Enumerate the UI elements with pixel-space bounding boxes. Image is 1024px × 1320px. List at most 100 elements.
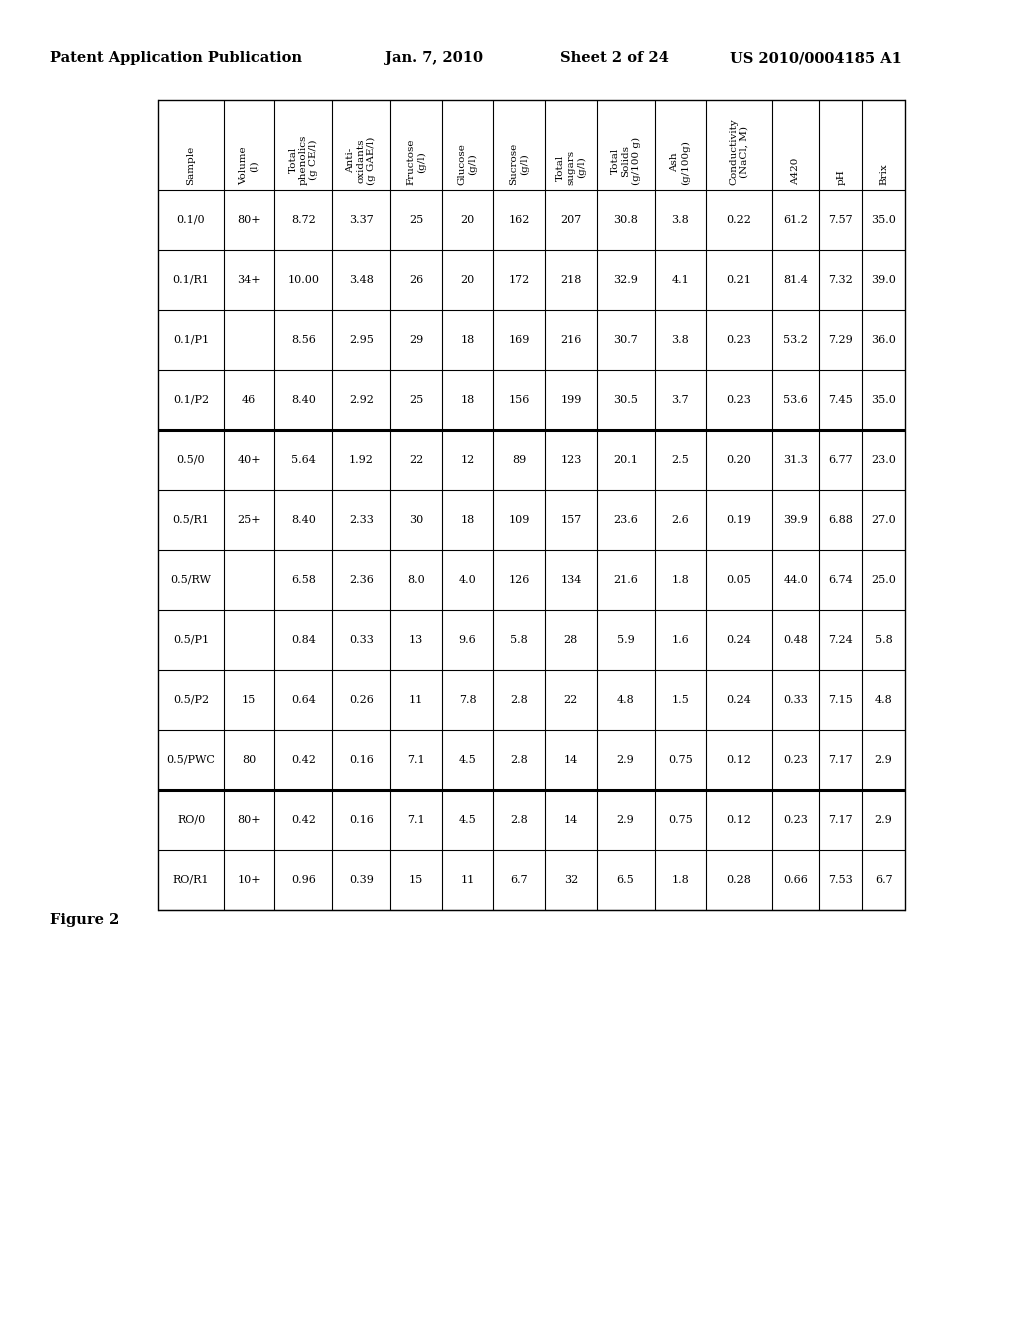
- Text: 7.24: 7.24: [828, 635, 853, 645]
- Text: 134: 134: [560, 576, 582, 585]
- Text: 89: 89: [512, 455, 526, 465]
- Text: 25+: 25+: [238, 515, 261, 525]
- Text: 5.64: 5.64: [291, 455, 315, 465]
- Text: 2.9: 2.9: [616, 814, 635, 825]
- Text: 20: 20: [461, 215, 475, 224]
- Text: 0.42: 0.42: [291, 814, 315, 825]
- Text: 199: 199: [560, 395, 582, 405]
- Text: 39.0: 39.0: [871, 275, 896, 285]
- Text: 53.2: 53.2: [783, 335, 808, 345]
- Text: 7.1: 7.1: [408, 755, 425, 766]
- Text: 3.37: 3.37: [349, 215, 374, 224]
- Text: 46: 46: [242, 395, 256, 405]
- Text: 15: 15: [409, 875, 423, 884]
- Text: 169: 169: [509, 335, 529, 345]
- Text: 0.12: 0.12: [727, 814, 752, 825]
- Text: 7.32: 7.32: [828, 275, 853, 285]
- Text: 2.36: 2.36: [349, 576, 374, 585]
- Text: 80: 80: [242, 755, 256, 766]
- Text: 5.8: 5.8: [874, 635, 893, 645]
- Text: 32: 32: [563, 875, 578, 884]
- Text: Total
Solids
(g/100 g): Total Solids (g/100 g): [610, 137, 641, 185]
- Text: 2.8: 2.8: [510, 814, 528, 825]
- Text: 7.53: 7.53: [828, 875, 853, 884]
- Text: 6.58: 6.58: [291, 576, 315, 585]
- Text: 7.57: 7.57: [828, 215, 853, 224]
- Text: 81.4: 81.4: [783, 275, 808, 285]
- Text: 25: 25: [409, 215, 423, 224]
- Text: 0.23: 0.23: [727, 335, 752, 345]
- Text: 5.8: 5.8: [510, 635, 528, 645]
- Text: 0.33: 0.33: [349, 635, 374, 645]
- Text: 0.5/PWC: 0.5/PWC: [167, 755, 215, 766]
- Text: 7.17: 7.17: [828, 755, 853, 766]
- Text: 31.3: 31.3: [783, 455, 808, 465]
- Text: 0.24: 0.24: [727, 635, 752, 645]
- Text: 34+: 34+: [238, 275, 261, 285]
- Text: 7.45: 7.45: [828, 395, 853, 405]
- Text: 157: 157: [560, 515, 582, 525]
- Text: 3.48: 3.48: [349, 275, 374, 285]
- Text: 4.8: 4.8: [616, 696, 635, 705]
- Text: 23.0: 23.0: [871, 455, 896, 465]
- Text: 30.5: 30.5: [613, 395, 638, 405]
- Text: 2.8: 2.8: [510, 696, 528, 705]
- Text: Brix: Brix: [879, 164, 888, 185]
- Text: 0.1/0: 0.1/0: [177, 215, 206, 224]
- Text: 0.22: 0.22: [727, 215, 752, 224]
- Text: 21.6: 21.6: [613, 576, 638, 585]
- Text: 109: 109: [509, 515, 529, 525]
- Text: 6.74: 6.74: [828, 576, 853, 585]
- Text: 53.6: 53.6: [783, 395, 808, 405]
- Text: 0.19: 0.19: [727, 515, 752, 525]
- Text: 1.8: 1.8: [672, 576, 689, 585]
- Text: 6.88: 6.88: [828, 515, 853, 525]
- Text: Patent Application Publication: Patent Application Publication: [50, 51, 302, 65]
- Text: 27.0: 27.0: [871, 515, 896, 525]
- Text: 6.7: 6.7: [510, 875, 528, 884]
- Text: 216: 216: [560, 335, 582, 345]
- Text: 6.5: 6.5: [616, 875, 635, 884]
- Text: 0.23: 0.23: [783, 814, 808, 825]
- Text: 9.6: 9.6: [459, 635, 476, 645]
- Text: Total
phenolics
(g CE/l): Total phenolics (g CE/l): [289, 135, 318, 185]
- Text: RO/0: RO/0: [177, 814, 205, 825]
- Text: Volume
(l): Volume (l): [240, 147, 259, 185]
- Text: 0.26: 0.26: [349, 696, 374, 705]
- Text: 0.23: 0.23: [783, 755, 808, 766]
- Text: 25.0: 25.0: [871, 576, 896, 585]
- Text: 0.1/P2: 0.1/P2: [173, 395, 209, 405]
- Text: 4.5: 4.5: [459, 755, 476, 766]
- Text: 0.5/0: 0.5/0: [177, 455, 206, 465]
- Text: 0.12: 0.12: [727, 755, 752, 766]
- Text: 80+: 80+: [238, 814, 261, 825]
- Text: 14: 14: [563, 755, 578, 766]
- Text: 11: 11: [409, 696, 423, 705]
- Text: 0.1/R1: 0.1/R1: [173, 275, 210, 285]
- Text: Sucrose
(g/l): Sucrose (g/l): [510, 143, 529, 185]
- Text: 40+: 40+: [238, 455, 261, 465]
- Text: 18: 18: [461, 515, 475, 525]
- Text: 7.1: 7.1: [408, 814, 425, 825]
- Text: 0.64: 0.64: [291, 696, 315, 705]
- Text: 2.33: 2.33: [349, 515, 374, 525]
- Text: 39.9: 39.9: [783, 515, 808, 525]
- Text: 0.05: 0.05: [727, 576, 752, 585]
- Text: 30.7: 30.7: [613, 335, 638, 345]
- Text: 5.9: 5.9: [616, 635, 635, 645]
- Text: 11: 11: [461, 875, 475, 884]
- Text: 0.23: 0.23: [727, 395, 752, 405]
- Text: 8.40: 8.40: [291, 395, 315, 405]
- Text: 2.5: 2.5: [672, 455, 689, 465]
- Text: 22: 22: [563, 696, 578, 705]
- Text: 2.9: 2.9: [874, 755, 893, 766]
- Text: RO/R1: RO/R1: [173, 875, 209, 884]
- Text: 4.5: 4.5: [459, 814, 476, 825]
- Text: 4.8: 4.8: [874, 696, 893, 705]
- Text: 18: 18: [461, 335, 475, 345]
- Text: 30.8: 30.8: [613, 215, 638, 224]
- Text: 0.33: 0.33: [783, 696, 808, 705]
- Text: Sheet 2 of 24: Sheet 2 of 24: [560, 51, 669, 65]
- Text: 0.48: 0.48: [783, 635, 808, 645]
- Text: 0.1/P1: 0.1/P1: [173, 335, 209, 345]
